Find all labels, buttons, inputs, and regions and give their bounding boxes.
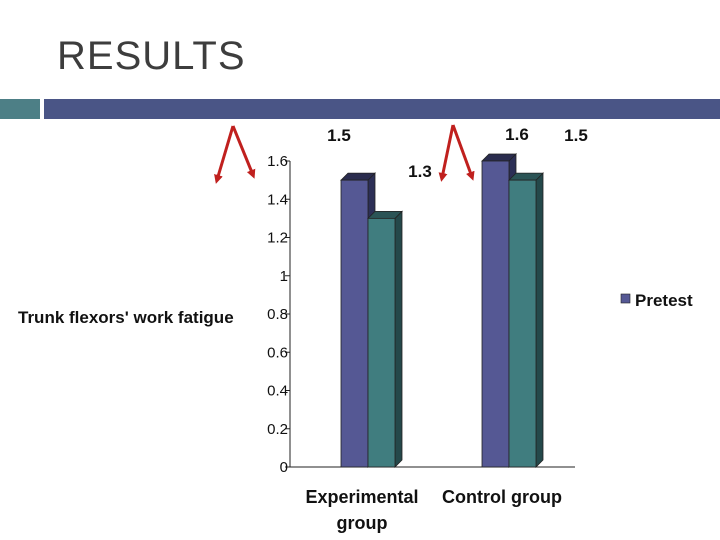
y-tick-label: 1.6 [267, 153, 288, 170]
y-tick-label: 0.4 [267, 383, 288, 400]
red-arrow-icon [438, 124, 475, 182]
y-tick-label: 1.2 [267, 230, 288, 247]
bar-series2-experimental [367, 210, 403, 468]
bar-front [367, 217, 396, 468]
y-tick-label: 0.2 [267, 421, 288, 438]
data-label: 1.5 [564, 126, 588, 145]
accent-bar-teal [0, 99, 40, 119]
y-tick-label: 0.6 [267, 344, 288, 361]
data-label: 1.5 [327, 126, 351, 145]
bar-side [535, 172, 544, 468]
data-label: 1.3 [408, 162, 432, 181]
red-arrow-icon [214, 125, 256, 184]
bar-series2-control [508, 172, 544, 468]
slide-title: RESULTS [57, 34, 246, 78]
accent-bar-navy [44, 99, 720, 119]
arrow-shaft [231, 125, 256, 179]
arrow-shaft [438, 124, 455, 182]
data-label: 1.6 [505, 125, 529, 144]
legend-swatch [620, 293, 631, 304]
x-category-label: Experimental [305, 487, 418, 507]
legend-label: Pretest [635, 291, 693, 310]
y-tick-label: 0.8 [267, 306, 288, 323]
x-category-label: Control group [442, 487, 562, 507]
bar-front [481, 160, 510, 468]
y-tick-label: 1.4 [267, 191, 288, 208]
y-tick-label: 1 [280, 268, 288, 285]
y-tick-label: 0 [280, 459, 288, 476]
bar-front [508, 179, 537, 468]
x-category-label: group [337, 513, 388, 533]
y-axis-label: Trunk flexors' work fatigue [18, 308, 234, 327]
arrow-shaft [451, 124, 475, 181]
bar-front [340, 179, 369, 468]
bar-side [394, 210, 403, 468]
arrow-shaft [214, 125, 235, 184]
